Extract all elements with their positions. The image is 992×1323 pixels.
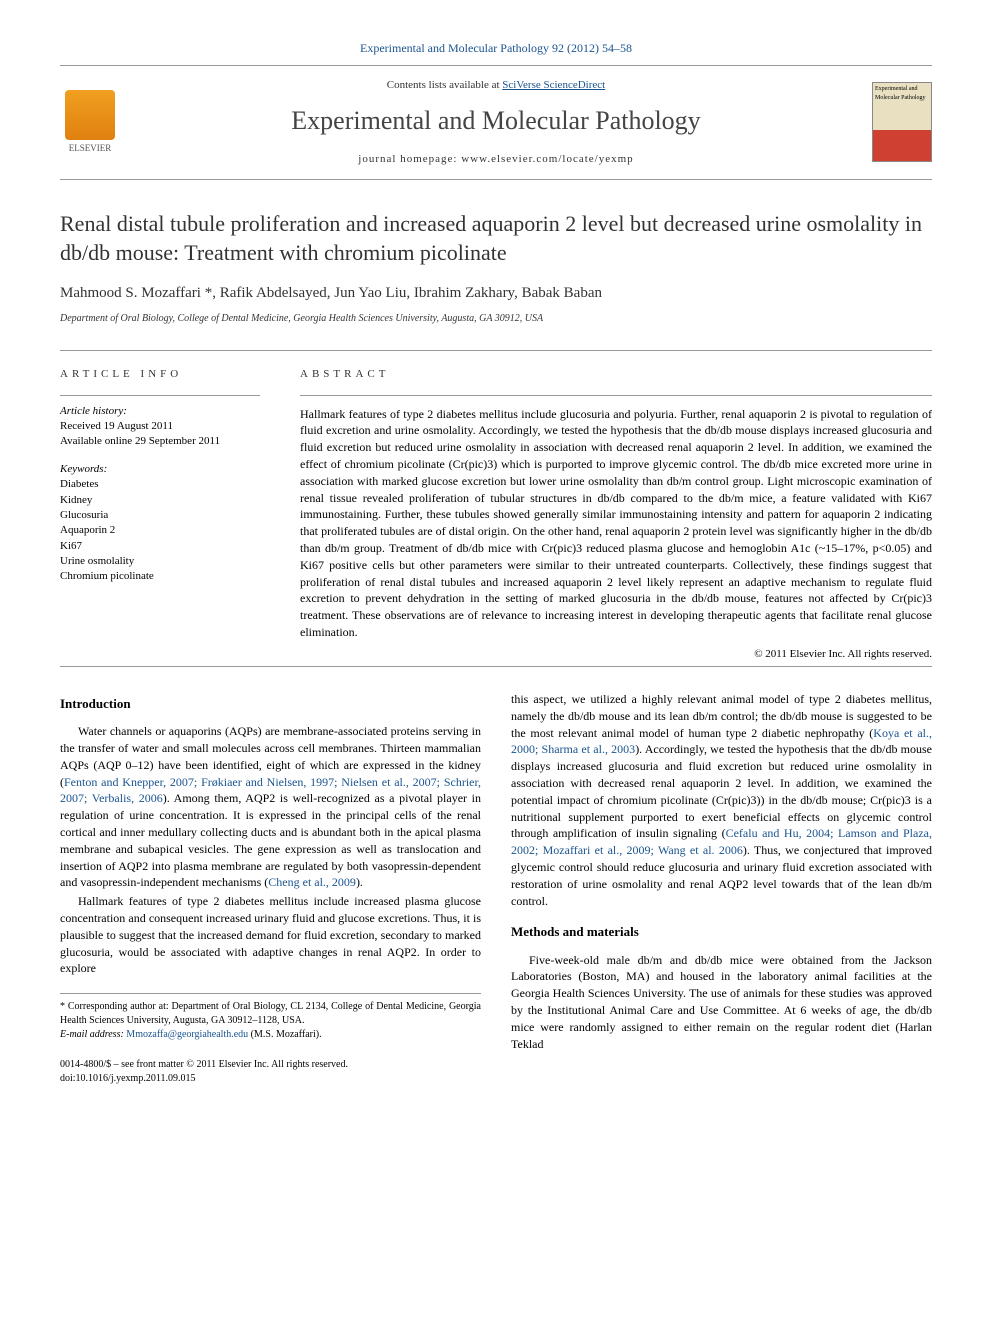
email-label: E-mail address: [60, 1029, 126, 1040]
page-footer: 0014-4800/$ – see front matter © 2011 El… [60, 1058, 481, 1086]
corresponding-author: * Corresponding author at: Department of… [60, 1000, 481, 1028]
article-title: Renal distal tubule proliferation and in… [60, 210, 932, 267]
email-link[interactable]: Mmozaffa@georgiahealth.edu [126, 1029, 248, 1040]
contents-available: Contents lists available at SciVerse Sci… [140, 78, 852, 93]
text-run: ). [356, 875, 363, 889]
section-divider [60, 666, 932, 667]
journal-cover-thumbnail: Experimental and Molecular Pathology [872, 82, 932, 162]
keyword: Diabetes [60, 477, 260, 492]
info-abstract-row: ARTICLE INFO Article history: Received 1… [60, 350, 932, 662]
keywords-label: Keywords: [60, 462, 260, 477]
received-date: Received 19 August 2011 [60, 419, 260, 434]
journal-name: Experimental and Molecular Pathology [140, 103, 852, 139]
abstract-label: ABSTRACT [300, 367, 932, 382]
email-line: E-mail address: Mmozaffa@georgiahealth.e… [60, 1028, 481, 1042]
intro-paragraph-1: Water channels or aquaporins (AQPs) are … [60, 723, 481, 891]
abstract-copyright: © 2011 Elsevier Inc. All rights reserved… [300, 647, 932, 662]
online-date: Available online 29 September 2011 [60, 434, 260, 449]
text-run: this aspect, we utilized a highly releva… [511, 692, 932, 740]
elsevier-logo: ELSEVIER [60, 87, 120, 157]
keyword: Kidney [60, 493, 260, 508]
abstract-text: Hallmark features of type 2 diabetes mel… [300, 395, 932, 641]
article-info-label: ARTICLE INFO [60, 367, 260, 382]
keyword: Ki67 [60, 539, 260, 554]
journal-citation[interactable]: Experimental and Molecular Pathology 92 … [60, 40, 932, 57]
methods-paragraph-1: Five-week-old male db/m and db/db mice w… [511, 952, 932, 1053]
journal-homepage: journal homepage: www.elsevier.com/locat… [140, 152, 852, 167]
elsevier-label: ELSEVIER [69, 142, 112, 155]
methods-heading: Methods and materials [511, 923, 932, 941]
intro-paragraph-2: Hallmark features of type 2 diabetes mel… [60, 893, 481, 977]
journal-header: ELSEVIER Contents lists available at Sci… [60, 65, 932, 180]
citation-link[interactable]: Cheng et al., 2009 [268, 875, 356, 889]
affiliation: Department of Oral Biology, College of D… [60, 312, 932, 326]
header-center: Contents lists available at SciVerse Sci… [140, 78, 852, 167]
corresponding-author-footnote: * Corresponding author at: Department of… [60, 993, 481, 1042]
contents-prefix: Contents lists available at [387, 79, 502, 91]
keyword: Glucosuria [60, 508, 260, 523]
intro-paragraph-3: this aspect, we utilized a highly releva… [511, 691, 932, 909]
introduction-heading: Introduction [60, 695, 481, 713]
article-history-block: Article history: Received 19 August 2011… [60, 395, 260, 450]
article-info-column: ARTICLE INFO Article history: Received 1… [60, 367, 260, 662]
article-body: Introduction Water channels or aquaporin… [60, 691, 932, 1086]
sciencedirect-link[interactable]: SciVerse ScienceDirect [502, 79, 605, 91]
history-label: Article history: [60, 404, 260, 419]
abstract-column: ABSTRACT Hallmark features of type 2 dia… [300, 367, 932, 662]
keyword: Chromium picolinate [60, 569, 260, 584]
keywords-block: Keywords: Diabetes Kidney Glucosuria Aqu… [60, 462, 260, 585]
doi-line: doi:10.1016/j.yexmp.2011.09.015 [60, 1072, 481, 1086]
authors-list: Mahmood S. Mozaffari *, Rafik Abdelsayed… [60, 283, 932, 304]
issn-line: 0014-4800/$ – see front matter © 2011 El… [60, 1058, 481, 1072]
keyword: Urine osmolality [60, 554, 260, 569]
email-suffix: (M.S. Mozaffari). [248, 1029, 321, 1040]
elsevier-tree-icon [65, 90, 115, 140]
keyword: Aquaporin 2 [60, 523, 260, 538]
